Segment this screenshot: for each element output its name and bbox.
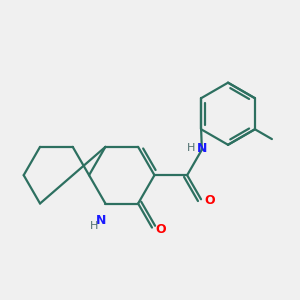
Text: O: O [156,223,166,236]
Text: H: H [187,143,195,153]
Text: H: H [90,221,98,231]
Text: O: O [205,194,215,207]
Text: N: N [197,142,208,155]
Text: N: N [96,214,106,227]
